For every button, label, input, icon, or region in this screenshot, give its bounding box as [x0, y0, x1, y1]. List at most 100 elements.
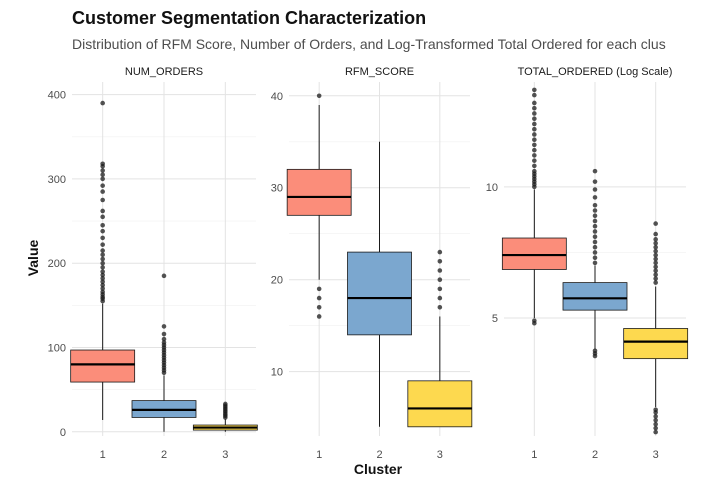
outlier-point [100, 252, 105, 258]
panel-strip-label: RFM_SCORE [345, 66, 414, 78]
outlier-point [532, 126, 537, 132]
outlier-point [532, 121, 537, 127]
outlier-point [161, 336, 167, 342]
outlier-point [592, 244, 598, 250]
panel-strip-label: TOTAL_ORDERED (Log Scale) [518, 66, 673, 78]
outlier-point [100, 276, 105, 281]
outlier-point [100, 222, 105, 228]
outlier-point [316, 295, 322, 301]
outlier-point [100, 242, 105, 247]
outlier-point [532, 168, 537, 174]
outlier-point [592, 234, 598, 240]
outlier-point [653, 417, 658, 423]
outlier-point [653, 248, 658, 254]
outlier-point [653, 244, 658, 250]
outlier-point [532, 132, 537, 137]
outlier-point [100, 208, 105, 214]
outlier-point [653, 221, 658, 226]
x-tick-label: 1 [531, 449, 537, 461]
outlier-point [653, 231, 658, 237]
outlier-point [653, 280, 658, 285]
outlier-point [653, 272, 658, 278]
outlier-point [316, 93, 322, 99]
y-tick-label: 40 [271, 91, 283, 103]
outlier-point [437, 304, 443, 310]
outlier-point [592, 195, 598, 200]
chart-title: Customer Segmentation Characterization [72, 8, 427, 28]
box-cluster-2 [562, 282, 628, 311]
outlier-point [161, 331, 167, 337]
outlier-point [653, 237, 658, 242]
outlier-point [532, 153, 537, 158]
outlier-point [316, 286, 322, 292]
outlier-point [100, 176, 105, 182]
outlier-point [437, 268, 443, 273]
outlier-point [653, 407, 658, 413]
outlier-point [592, 223, 598, 229]
y-tick-label: 5 [492, 313, 498, 325]
outlier-point [592, 218, 598, 224]
box-cluster-3 [407, 380, 473, 428]
y-tick-label: 10 [486, 182, 498, 194]
outlier-point [532, 111, 537, 116]
outlier-point [653, 264, 658, 270]
outlier-point [592, 229, 598, 234]
x-tick-label: 2 [376, 449, 382, 461]
outlier-point [437, 249, 443, 255]
outlier-point [100, 248, 105, 253]
outlier-point [100, 168, 105, 173]
outlier-point [100, 269, 105, 274]
y-tick-label: 20 [271, 275, 283, 287]
box-cluster-1 [501, 237, 567, 270]
outlier-point [100, 228, 105, 234]
outlier-point [592, 168, 598, 174]
outlier-point [316, 314, 322, 319]
outlier-point [100, 256, 105, 262]
x-tick-label: 1 [100, 449, 106, 461]
x-tick-label: 2 [592, 449, 598, 461]
outlier-point [653, 429, 658, 435]
outlier-point [532, 116, 537, 122]
outlier-point [592, 208, 598, 213]
outlier-point [592, 348, 598, 354]
outlier-point [532, 87, 537, 93]
y-tick-label: 30 [271, 183, 283, 195]
outlier-point [100, 289, 105, 295]
outlier-point [437, 286, 443, 292]
outlier-point [653, 252, 658, 258]
y-tick-label: 0 [60, 427, 66, 439]
outlier-point [437, 277, 443, 282]
outlier-point [653, 240, 658, 246]
outlier-point [592, 239, 598, 245]
outlier-point [653, 414, 658, 419]
outlier-point [437, 295, 443, 301]
y-tick-label: 200 [48, 258, 66, 270]
y-tick-label: 400 [48, 90, 66, 102]
outlier-point [100, 260, 105, 266]
outlier-point [592, 187, 598, 192]
outlier-point [532, 147, 537, 153]
outlier-point [532, 100, 537, 106]
x-axis-label: Cluster [354, 461, 403, 477]
y-axis-label: Value [25, 240, 41, 277]
outlier-point [532, 92, 537, 98]
outlier-point [100, 100, 105, 106]
outlier-point [100, 279, 105, 285]
outlier-point [100, 172, 105, 178]
outlier-point [592, 202, 598, 208]
x-tick-label: 2 [161, 449, 167, 461]
outlier-point [653, 268, 658, 274]
outlier-point [532, 318, 537, 323]
box-cluster-1 [286, 168, 352, 216]
outlier-point [592, 250, 598, 255]
panel-strip-label: NUM_ORDERS [125, 66, 203, 78]
outlier-point [532, 142, 537, 148]
outlier-point [161, 273, 167, 279]
outlier-point [592, 213, 598, 219]
outlier-point [161, 324, 167, 329]
outlier-point [532, 163, 537, 169]
outlier-point [592, 179, 598, 184]
box-cluster-3 [623, 328, 689, 360]
outlier-point [653, 276, 658, 281]
